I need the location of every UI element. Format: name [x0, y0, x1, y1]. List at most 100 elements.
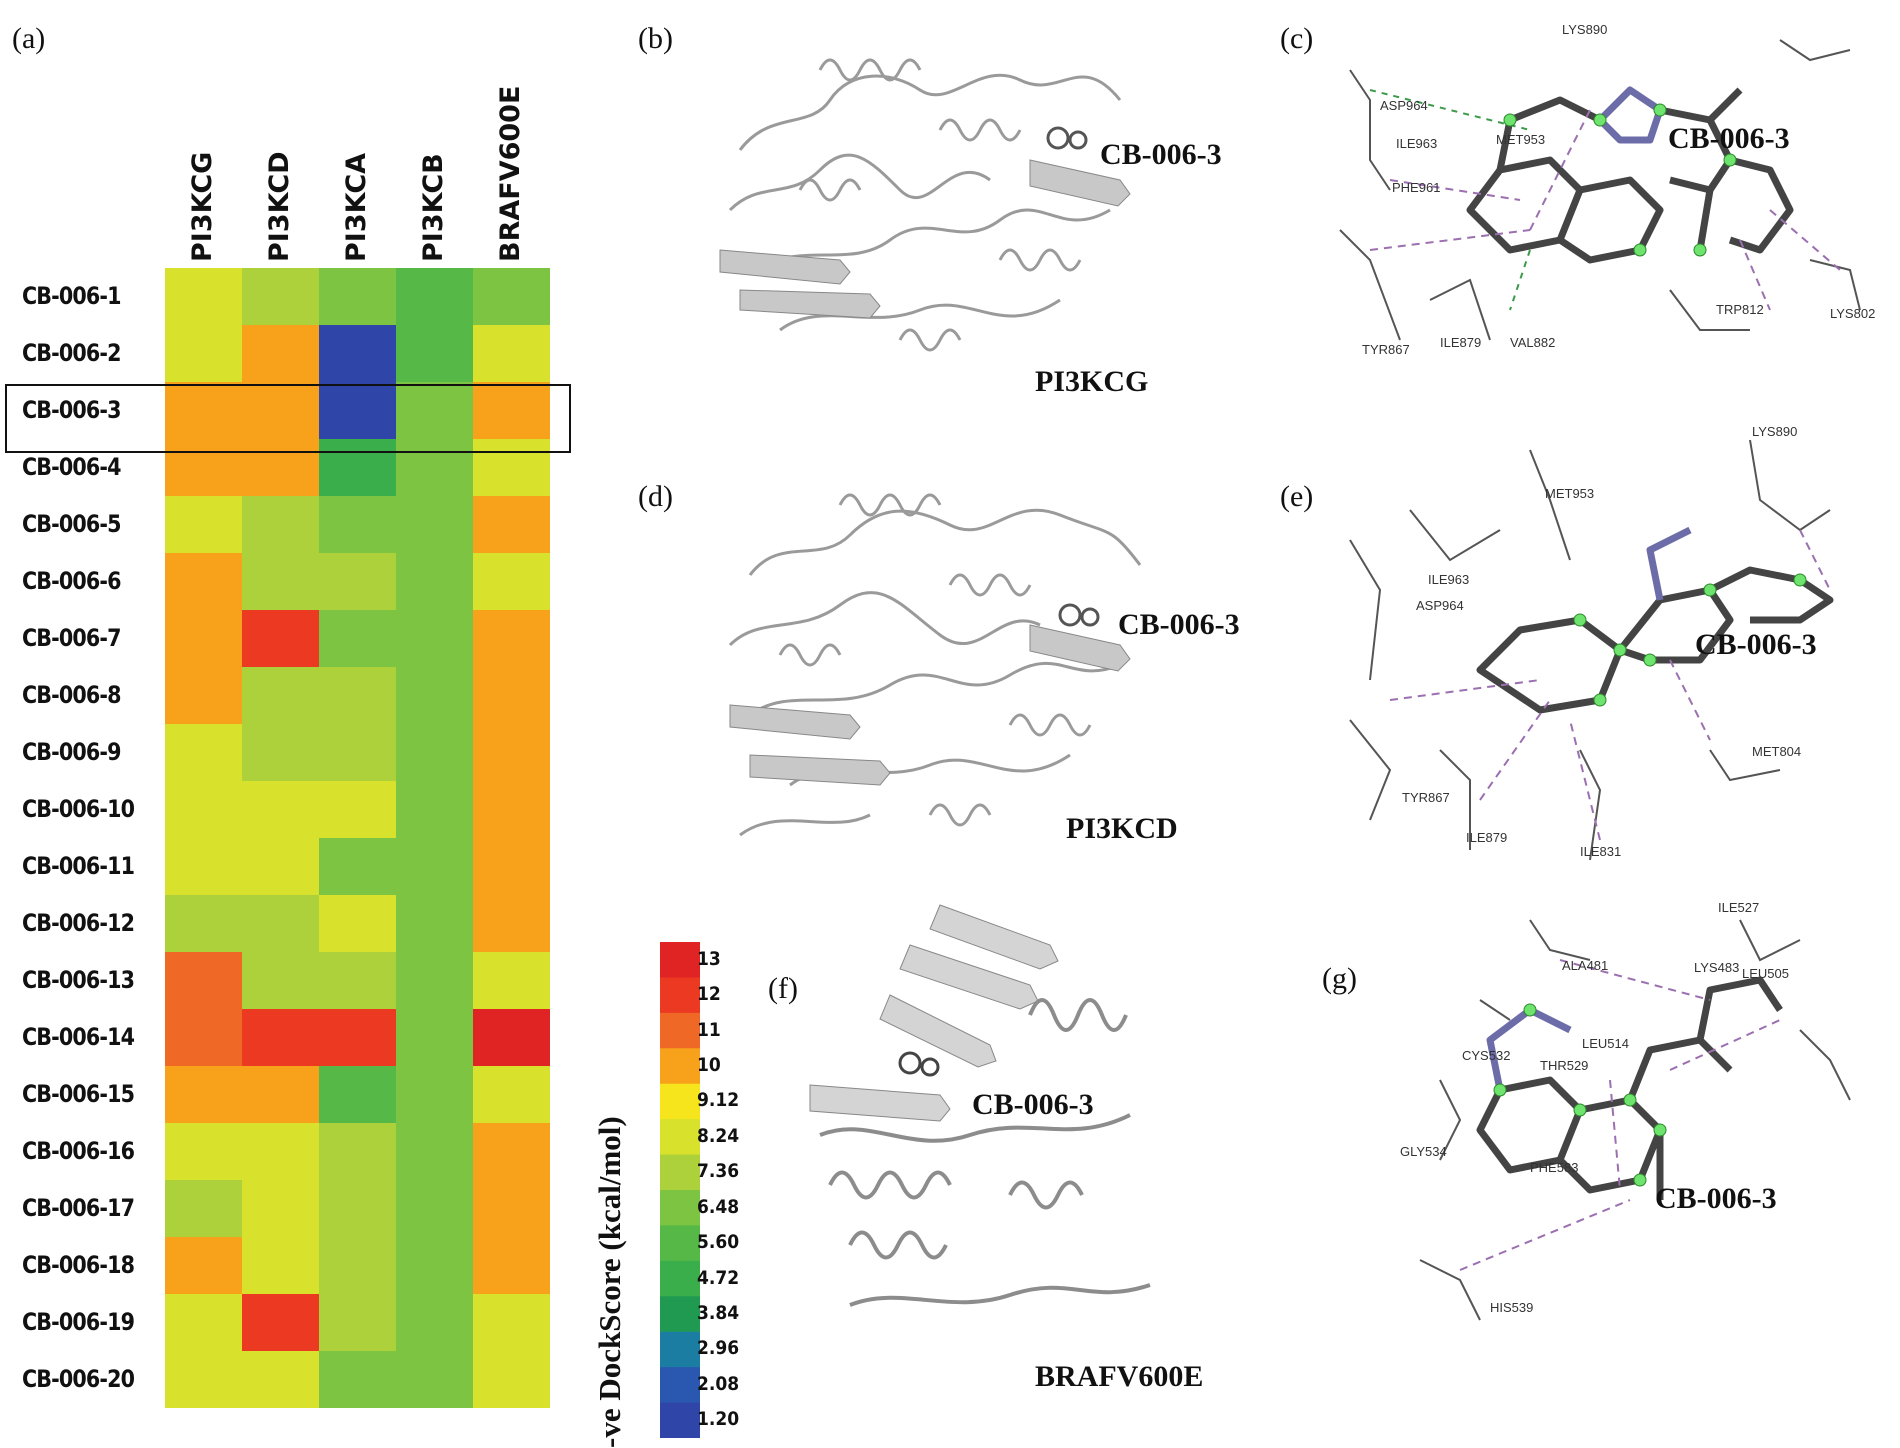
- panel-label-c: (c): [1280, 22, 1314, 55]
- row-label: CB-006-19: [22, 1308, 135, 1336]
- heatmap-cell: [165, 268, 242, 325]
- panel-label-e: (e): [1280, 480, 1314, 513]
- heatmap-cell: [473, 1351, 550, 1408]
- residue-c-9: LYS802: [1830, 306, 1876, 321]
- heatmap-cell: [396, 895, 473, 952]
- row-label: CB-006-3: [22, 396, 121, 424]
- residue-c-5: TYR867: [1362, 342, 1410, 357]
- heatmap-cell: [165, 325, 242, 382]
- colorbar-tick-label: 12: [697, 983, 721, 1006]
- interaction-diagram-g: [1419, 919, 1851, 1321]
- heatmap-cell: [319, 1066, 396, 1123]
- row-label: CB-006-2: [22, 339, 121, 367]
- heatmap-cell: [319, 1294, 396, 1351]
- heatmap-cell: [242, 1180, 319, 1237]
- row-label: CB-006-20: [22, 1365, 135, 1393]
- residue-e-0: LYS890: [1752, 424, 1798, 439]
- colorbar-tick-label: 5.60: [697, 1231, 740, 1254]
- colorbar-segment: [660, 1190, 700, 1226]
- heatmap-cell: [165, 952, 242, 1009]
- heatmap-cell: [473, 1294, 550, 1351]
- heatmap-cell: [473, 1066, 550, 1123]
- interaction-diagram-c: [1339, 39, 1861, 341]
- heatmap-cell: [165, 1066, 242, 1123]
- heatmap-cell: [165, 496, 242, 553]
- heatmap-cell: [473, 439, 550, 496]
- row-label: CB-006-4: [22, 453, 121, 481]
- interaction-diagram-e: [1349, 439, 1834, 861]
- colorbar-tick-label: 9.12: [697, 1089, 740, 1112]
- panel-label-g: (g): [1322, 962, 1357, 995]
- heatmap-cell: [396, 382, 473, 439]
- residue-g-1: ALA481: [1562, 958, 1609, 973]
- heatmap-cell: [319, 610, 396, 667]
- heatmap-cell: [165, 1123, 242, 1180]
- heatmap-cell: [242, 325, 319, 382]
- heatmap-cell: [396, 1351, 473, 1408]
- residue-c-1: ASP964: [1380, 98, 1428, 113]
- colorbar-tick-label: 1.20: [697, 1408, 740, 1431]
- colorbar-segment: [660, 942, 700, 978]
- heatmap-cell: [473, 1180, 550, 1237]
- heatmap-cell: [473, 667, 550, 724]
- residue-c-0: LYS890: [1562, 22, 1608, 37]
- heatmap-cell: [396, 1237, 473, 1294]
- residue-e-1: MET953: [1545, 486, 1595, 501]
- heatmap-cell: [165, 1351, 242, 1408]
- heatmap-cell: [473, 268, 550, 325]
- column-label: PI3KCA: [341, 152, 372, 262]
- colorbar-tick-label: 4.72: [697, 1266, 740, 1289]
- residue-g-6: THR529: [1540, 1058, 1589, 1073]
- heatmap-cell: [396, 1180, 473, 1237]
- heatmap-cell: [396, 496, 473, 553]
- heatmap-cell: [242, 1066, 319, 1123]
- residue-g-2: LYS483: [1694, 960, 1740, 975]
- heatmap-cell: [473, 952, 550, 1009]
- heatmap-cell: [165, 439, 242, 496]
- heatmap-cell: [242, 610, 319, 667]
- colorbar-segment: [660, 1225, 700, 1262]
- residue-g-5: LEU514: [1582, 1036, 1629, 1051]
- row-label: CB-006-9: [22, 738, 121, 766]
- protein-ribbon-pi3kcd: [728, 493, 1142, 837]
- heatmap-cell: [473, 1123, 550, 1180]
- row-label: CB-006-16: [22, 1137, 135, 1165]
- heatmap-cell: [396, 1009, 473, 1066]
- heatmap-cell: [473, 553, 550, 610]
- colorbar-tick-label: 3.84: [697, 1302, 740, 1324]
- heatmap-cell: [242, 1009, 319, 1066]
- residue-e-6: ILE879: [1466, 830, 1508, 845]
- column-label: PI3KCB: [418, 153, 449, 262]
- heatmap-cell: [396, 439, 473, 496]
- label-d-protein: PI3KCD: [1066, 812, 1178, 845]
- column-label: BRAFV600E: [495, 85, 526, 262]
- heatmap-cell: [396, 952, 473, 1009]
- residue-g-7: GLY534: [1400, 1144, 1447, 1159]
- panel-label-a: (a): [12, 22, 46, 55]
- label-b-protein: PI3KCG: [1035, 365, 1149, 398]
- colorbar-tick-label: 7.36: [697, 1160, 740, 1183]
- heatmap-cell: [396, 1294, 473, 1351]
- heatmap-cell: [242, 382, 319, 439]
- colorbar-segment: [660, 1083, 700, 1120]
- colorbar-segment: [660, 1367, 700, 1404]
- residue-g-3: LEU505: [1742, 966, 1789, 981]
- heatmap-cell: [319, 553, 396, 610]
- colorbar-tick-label: 2.08: [697, 1372, 740, 1395]
- heatmap-cell: [165, 1237, 242, 1294]
- heatmap-cell: [165, 781, 242, 838]
- colorbar-segment: [660, 1154, 700, 1191]
- heatmap-cell: [242, 439, 319, 496]
- heatmap-cell: [165, 667, 242, 724]
- heatmap-cell: [242, 895, 319, 952]
- colorbar-segment: [660, 977, 700, 1014]
- heatmap-cell: [319, 724, 396, 781]
- heatmap-cell: [473, 781, 550, 838]
- heatmap-cell: [319, 838, 396, 895]
- heatmap-cell: [165, 724, 242, 781]
- heatmap-cell: [319, 895, 396, 952]
- row-label: CB-006-13: [22, 966, 135, 994]
- heatmap-cell: [242, 1123, 319, 1180]
- row-label: CB-006-18: [22, 1251, 135, 1279]
- heatmap-cell: [319, 1351, 396, 1408]
